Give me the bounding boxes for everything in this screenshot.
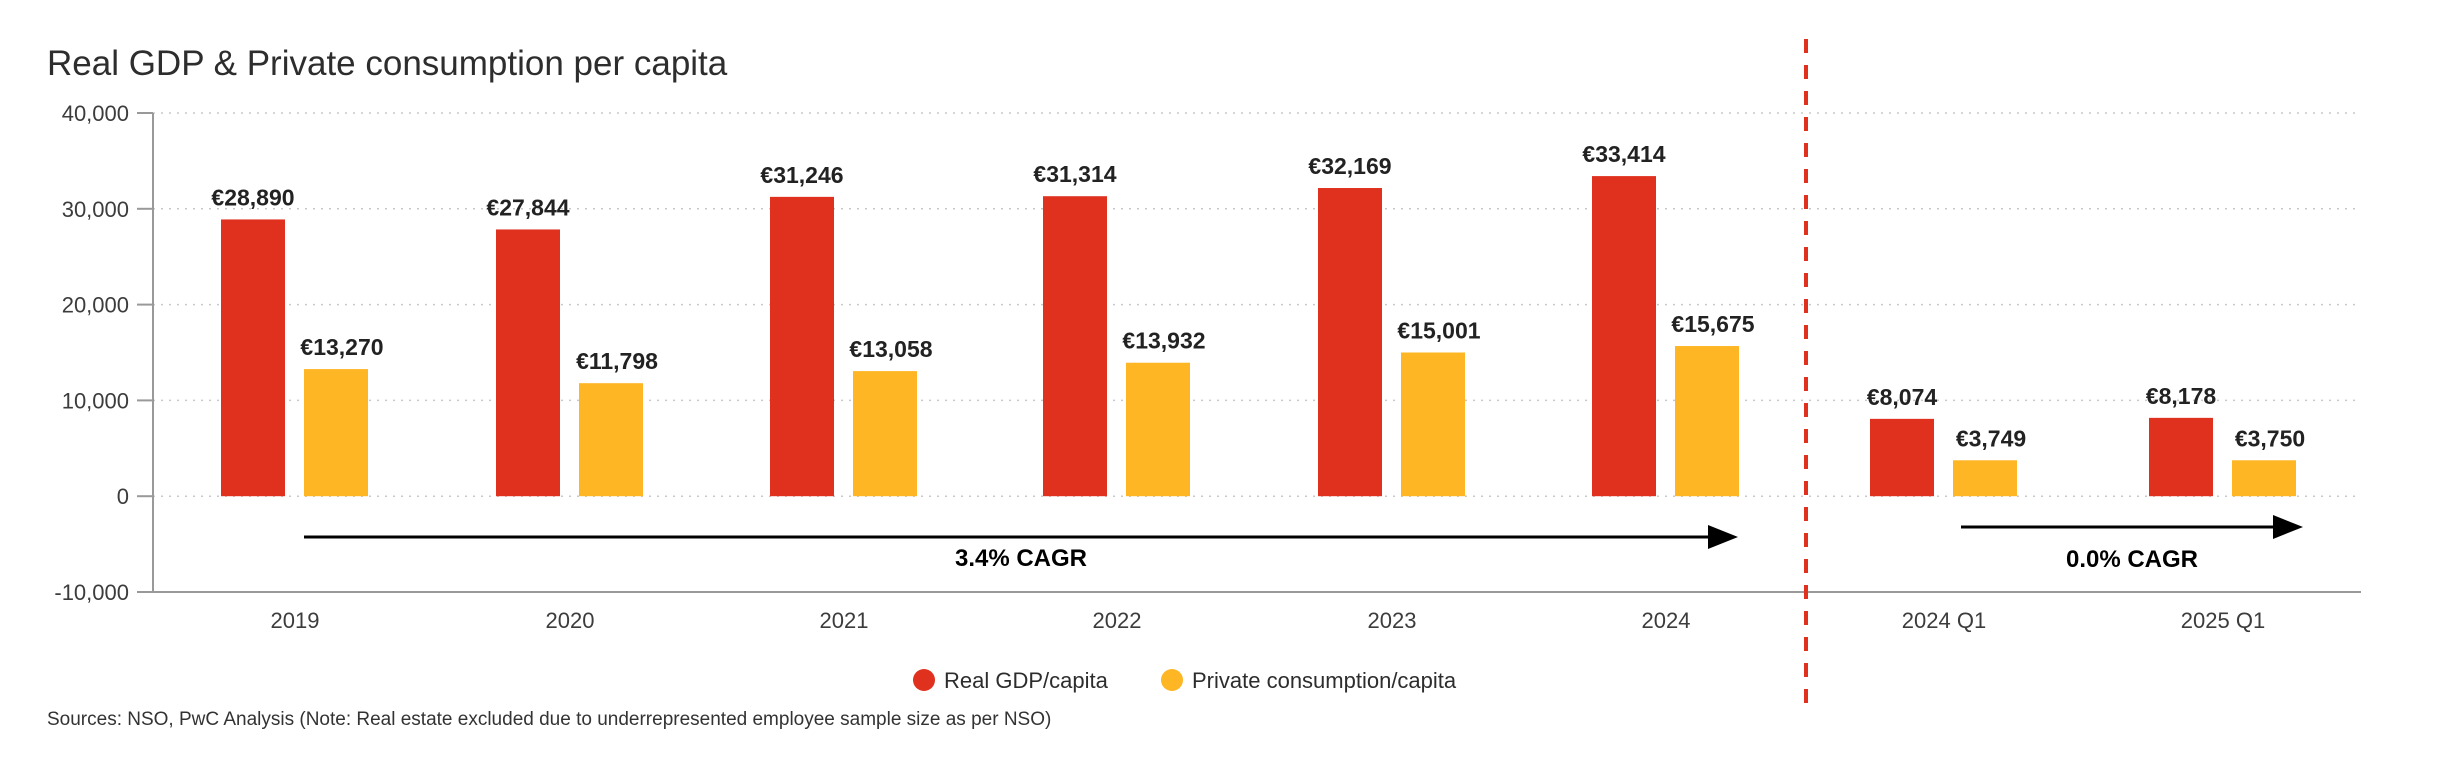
x-tick-label: 2019: [271, 608, 320, 633]
data-label: €13,058: [849, 336, 932, 362]
cagr-label: 0.0% CAGR: [2066, 546, 2198, 573]
bar-consumption: [579, 383, 643, 497]
x-tick-label: 2022: [1093, 608, 1142, 633]
source-note: Sources: NSO, PwC Analysis (Note: Real e…: [47, 709, 1051, 730]
x-tick-label: 2025 Q1: [2181, 608, 2265, 633]
x-tick-label: 2024: [1642, 608, 1691, 633]
legend-label: Real GDP/capita: [944, 668, 1109, 693]
bar-gdp: [770, 196, 834, 497]
legend: Real GDP/capita Private consumption/capit…: [913, 668, 1457, 693]
data-label: €13,270: [300, 334, 383, 360]
arrow-head-icon: [1708, 525, 1738, 549]
legend-swatch: [913, 669, 935, 691]
bar-consumption: [1953, 460, 2017, 497]
x-tick-label: 2021: [820, 608, 869, 633]
y-tick-label: 40,000: [62, 101, 129, 126]
data-label: €11,798: [576, 348, 658, 374]
y-tick-label: 10,000: [62, 388, 129, 413]
y-tick-label: 30,000: [62, 197, 129, 222]
bar-consumption: [304, 369, 368, 497]
bar-consumption: [1126, 362, 1190, 497]
data-label: €28,890: [211, 184, 294, 210]
y-tick-label: 20,000: [62, 293, 129, 318]
bar-consumption: [2232, 460, 2296, 497]
bar-gdp: [221, 219, 285, 497]
bar-consumption: [853, 371, 917, 497]
bar-gdp: [1870, 418, 1934, 497]
bar-gdp: [1592, 176, 1656, 497]
bar-gdp: [1043, 196, 1107, 497]
data-label: €8,178: [2146, 383, 2217, 409]
cagr-label: 3.4% CAGR: [955, 545, 1087, 572]
data-label: €31,246: [760, 162, 843, 188]
arrow-head-icon: [2273, 515, 2303, 539]
data-label: €33,414: [1582, 141, 1665, 167]
data-label: €13,932: [1122, 328, 1205, 354]
data-label: €32,169: [1308, 153, 1391, 179]
bar-gdp: [2149, 417, 2213, 497]
bar-consumption: [1675, 346, 1739, 497]
x-tick-label: 2020: [546, 608, 595, 633]
data-label: €15,001: [1397, 317, 1480, 343]
data-label: €31,314: [1033, 161, 1116, 187]
y-tick-label: 0: [117, 484, 129, 509]
x-tick-label: 2023: [1368, 608, 1417, 633]
data-label: €8,074: [1867, 384, 1938, 410]
bar-consumption: [1401, 352, 1465, 497]
bar-gdp: [1318, 188, 1382, 497]
data-label: €3,750: [2235, 425, 2305, 451]
bar-gdp: [496, 229, 560, 497]
y-tick-label: -10,000: [54, 580, 129, 605]
chart-title: Real GDP & Private consumption per capit…: [47, 44, 728, 83]
data-label: €3,749: [1956, 425, 2026, 451]
legend-label: Private consumption/capita: [1192, 668, 1457, 693]
data-label: €15,675: [1671, 311, 1754, 337]
x-tick-label: 2024 Q1: [1902, 608, 1986, 633]
legend-swatch: [1161, 669, 1183, 691]
data-label: €27,844: [486, 194, 569, 220]
